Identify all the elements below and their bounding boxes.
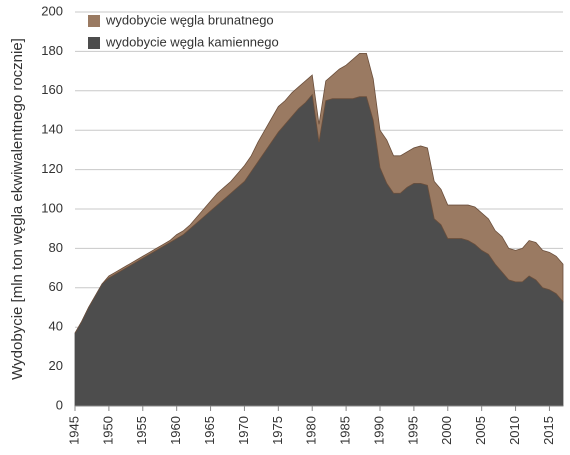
y-tick-label: 180 xyxy=(41,43,63,58)
x-tick-label: 1955 xyxy=(134,416,149,445)
legend-label: wydobycie węgla brunatnego xyxy=(105,12,274,27)
x-tick-label: 1970 xyxy=(236,416,251,445)
x-tick-label: 1965 xyxy=(202,416,217,445)
y-tick-label: 20 xyxy=(49,358,63,373)
y-axis-label: Wydobycie [mln ton węgla ekwiwalentnego … xyxy=(9,38,26,380)
y-tick-label: 120 xyxy=(41,161,63,176)
y-tick-label: 60 xyxy=(49,279,63,294)
x-tick-label: 1990 xyxy=(371,416,386,445)
y-tick-label: 80 xyxy=(49,240,63,255)
area xyxy=(74,52,564,334)
x-tick-label: 1995 xyxy=(405,416,420,445)
legend-swatch xyxy=(88,15,100,27)
x-tick-label: 1950 xyxy=(100,416,115,445)
x-tick-label: 1985 xyxy=(338,416,353,445)
legend-label: wydobycie węgla kamiennego xyxy=(105,34,279,49)
x-tick-label: 1960 xyxy=(168,416,183,445)
x-tick-label: 1980 xyxy=(304,416,319,445)
y-tick-label: 0 xyxy=(56,397,63,412)
x-tick-label: 2005 xyxy=(473,416,488,445)
x-tick-label: 1945 xyxy=(66,416,81,445)
y-tick-label: 200 xyxy=(41,3,63,18)
x-tick-label: 2010 xyxy=(507,416,522,445)
y-tick-label: 160 xyxy=(41,82,63,97)
y-tick-label: 100 xyxy=(41,200,63,215)
x-tick-label: 1975 xyxy=(270,416,285,445)
x-tick-label: 2000 xyxy=(439,416,454,445)
y-tick-label: 140 xyxy=(41,122,63,137)
legend-swatch xyxy=(88,37,100,49)
x-tick-label: 2015 xyxy=(541,416,556,445)
y-tick-label: 40 xyxy=(49,319,63,334)
